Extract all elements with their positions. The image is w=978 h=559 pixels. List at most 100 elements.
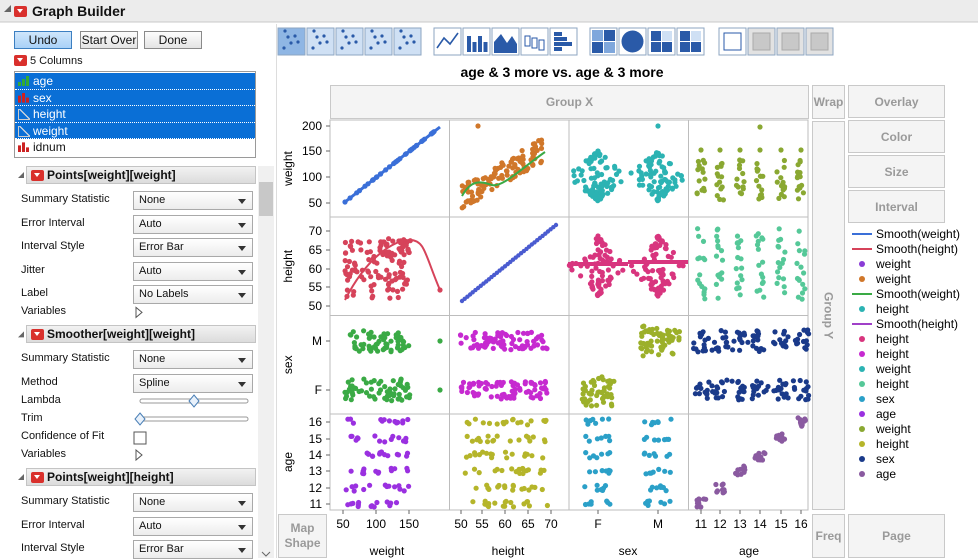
dropdown[interactable]: None: [133, 350, 253, 370]
button[interactable]: Done: [144, 31, 202, 49]
dropdown[interactable]: None: [133, 493, 253, 512]
legend-label: sex: [876, 392, 895, 406]
disclosure-icon[interactable]: [18, 474, 24, 480]
drop-zone[interactable]: Wrap: [812, 85, 845, 119]
point: [696, 233, 702, 239]
dropdown[interactable]: Auto: [133, 516, 253, 536]
point: [662, 176, 668, 183]
section-header[interactable]: Smoother[weight][weight]: [26, 325, 256, 344]
toolbar-icon[interactable]: [718, 27, 747, 56]
toolbar-icon[interactable]: [805, 27, 834, 56]
section-header[interactable]: Points[weight][height]: [26, 468, 256, 486]
dropdown[interactable]: No Labels: [133, 285, 253, 305]
icon-dot: [398, 46, 402, 50]
disclosure-icon[interactable]: [4, 5, 11, 12]
column-item[interactable]: sex: [15, 89, 255, 107]
red-triangle-menu[interactable]: [31, 329, 44, 341]
scroll-arrow[interactable]: [261, 551, 271, 557]
scrollbar[interactable]: [258, 166, 274, 558]
disclosure-icon[interactable]: [135, 448, 143, 462]
column-item[interactable]: weight: [15, 122, 255, 140]
drop-zone[interactable]: Interval: [848, 190, 945, 223]
button[interactable]: Start Over: [80, 31, 138, 49]
point: [795, 415, 801, 421]
toolbar-icon[interactable]: [306, 27, 335, 56]
drop-zone[interactable]: Map Shape: [278, 514, 327, 558]
toolbar-icon[interactable]: [747, 27, 776, 56]
point: [528, 329, 535, 335]
point: [695, 349, 701, 355]
red-triangle-menu[interactable]: [14, 6, 27, 17]
legend-label: height: [876, 302, 909, 316]
red-triangle-menu[interactable]: [14, 55, 27, 66]
icon-generic: [810, 32, 829, 51]
drop-zone[interactable]: Size: [848, 155, 945, 188]
toolbar-icon[interactable]: [776, 27, 805, 56]
icon-dot: [351, 34, 355, 38]
dropdown[interactable]: Spline: [133, 374, 253, 393]
toolbar-icon[interactable]: [589, 27, 618, 56]
drop-zone[interactable]: Freq: [812, 514, 845, 558]
point: [509, 340, 515, 347]
disclosure-icon[interactable]: [18, 172, 24, 178]
toolbar-icon[interactable]: [520, 27, 549, 56]
point: [717, 179, 723, 185]
dropdown[interactable]: Error Bar: [133, 540, 253, 559]
toolbar-icon[interactable]: [618, 27, 647, 56]
toolbar-icon[interactable]: [364, 27, 393, 56]
disclosure-icon[interactable]: [18, 331, 24, 338]
point: [437, 287, 443, 293]
point: [368, 274, 374, 280]
toolbar-icon[interactable]: [335, 27, 364, 56]
dropdown[interactable]: Error Bar: [133, 238, 253, 258]
red-triangle-menu[interactable]: [31, 472, 44, 483]
point: [651, 170, 657, 176]
slider-track: [139, 416, 249, 422]
column-item[interactable]: age: [15, 73, 255, 90]
drop-zone[interactable]: Group X: [330, 85, 809, 119]
point: [363, 380, 369, 386]
point: [801, 251, 808, 257]
point: [602, 252, 608, 258]
point: [594, 292, 601, 298]
toolbar-icon[interactable]: [549, 27, 578, 56]
drop-zone[interactable]: Group Y: [812, 121, 845, 510]
point: [385, 281, 392, 288]
drop-zone[interactable]: Page: [848, 514, 945, 558]
x-tick-label: 15: [774, 517, 788, 531]
point: [342, 258, 348, 264]
toolbar-icon[interactable]: [647, 27, 676, 56]
toolbar-icon[interactable]: [433, 27, 462, 56]
icon-cell: [592, 42, 603, 53]
point: [656, 466, 662, 472]
column-item[interactable]: height: [15, 106, 255, 123]
toolbar-icon[interactable]: [676, 27, 705, 56]
checkbox[interactable]: [133, 431, 147, 445]
drop-zone[interactable]: Overlay: [848, 85, 945, 118]
button[interactable]: Undo: [14, 31, 72, 49]
slider-thumb[interactable]: [134, 412, 146, 426]
scroll-thumb[interactable]: [259, 182, 273, 216]
point: [537, 395, 544, 402]
section-header[interactable]: Points[weight][weight]: [26, 166, 256, 184]
point: [594, 455, 600, 461]
point: [642, 419, 648, 425]
x-axis-title: height: [492, 544, 525, 558]
toolbar-icon[interactable]: [462, 27, 491, 56]
column-item[interactable]: idnum: [15, 139, 255, 156]
toolbar-icon[interactable]: [393, 27, 422, 56]
point: [466, 179, 472, 185]
point: [638, 276, 645, 282]
drop-zone[interactable]: Color: [848, 120, 945, 153]
dropdown[interactable]: Auto: [133, 214, 253, 234]
slider-thumb[interactable]: [188, 394, 200, 408]
point: [588, 403, 595, 409]
disclosure-icon[interactable]: [135, 306, 143, 319]
red-triangle-menu[interactable]: [31, 170, 44, 181]
point: [397, 269, 403, 275]
point: [403, 242, 409, 248]
toolbar-icon[interactable]: [277, 27, 306, 56]
toolbar-icon[interactable]: [491, 27, 520, 56]
dropdown[interactable]: Auto: [133, 261, 253, 281]
dropdown[interactable]: None: [133, 191, 253, 210]
